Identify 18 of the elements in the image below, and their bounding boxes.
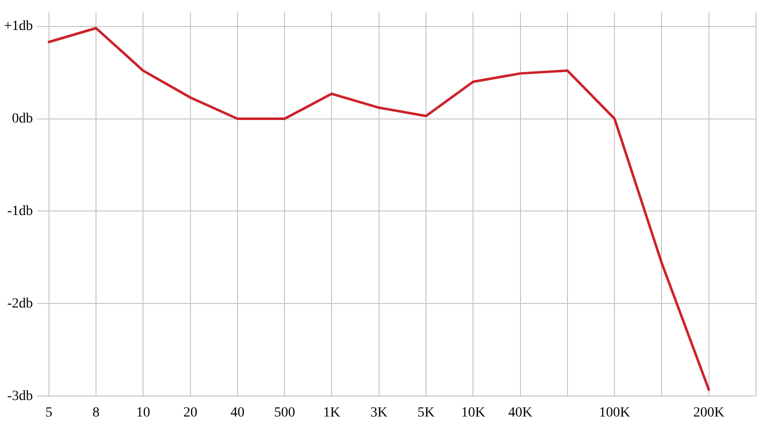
x-tick-label: 200K	[693, 405, 724, 420]
x-tick-label: 5K	[417, 405, 435, 420]
x-tick-label: 8	[92, 405, 100, 420]
x-tick-label: 40K	[508, 405, 532, 420]
x-tick-label: 100K	[599, 405, 630, 420]
y-tick-label: -1db	[7, 204, 33, 219]
x-tick-label: 3K	[370, 405, 388, 420]
y-tick-label: -2db	[7, 296, 33, 312]
y-tick-label: +1db	[4, 18, 33, 34]
x-tick-label: 40	[230, 405, 244, 420]
y-tick-label: -3db	[7, 388, 33, 404]
x-tick-label: 5	[45, 405, 52, 420]
x-tick-label: 20	[183, 405, 198, 420]
y-tick-label: 0db	[12, 111, 33, 126]
x-tick-label: 1K	[323, 405, 340, 420]
x-tick-label: 10	[136, 405, 150, 420]
x-tick-label: 10K	[461, 405, 486, 420]
x-tick-label: 500	[274, 405, 296, 420]
